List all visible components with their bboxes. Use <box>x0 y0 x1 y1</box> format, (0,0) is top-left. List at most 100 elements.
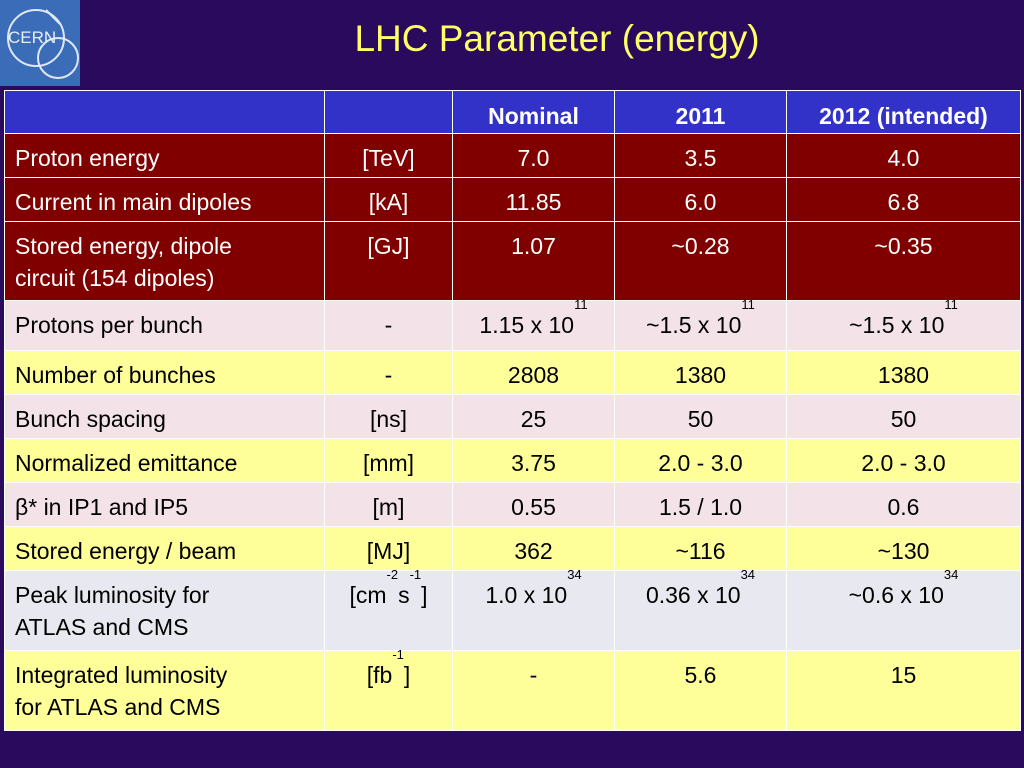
row-2012: 6.8 <box>786 177 1021 222</box>
unit-part: [cm <box>349 582 387 608</box>
row-label: β* in IP1 and IP5 <box>4 482 325 527</box>
table-row: Integrated luminosity for ATLAS and CMS [… <box>4 648 1021 731</box>
row-unit: [GJ] <box>324 221 453 301</box>
table-row: Current in main dipoles [kA] 11.85 6.0 6… <box>4 177 1021 222</box>
row-unit: [MJ] <box>324 526 453 571</box>
row-label-line1: Stored energy, dipole <box>15 233 232 259</box>
value-base: ~0.6 x 10 <box>848 582 944 608</box>
row-unit: - <box>324 350 453 395</box>
unit-part: ] <box>421 582 428 608</box>
header-cell-parameter <box>4 90 325 134</box>
row-2011: 1.5 / 1.0 <box>614 482 787 527</box>
table-header-row: Nominal 2011 2012 (intended) <box>4 90 1021 134</box>
unit-exponent: -2 <box>386 567 399 582</box>
row-unit: [ns] <box>324 394 453 439</box>
row-nominal: 362 <box>452 526 615 571</box>
value-base: 1.0 x 10 <box>485 582 568 608</box>
table-row: Stored energy, dipole circuit (154 dipole… <box>4 221 1021 301</box>
row-nominal: 0.55 <box>452 482 615 527</box>
row-label-line1: Integrated luminosity <box>15 662 228 688</box>
row-unit: [m] <box>324 482 453 527</box>
row-label: Bunch spacing <box>4 394 325 439</box>
table-row: Normalized emittance [mm] 3.75 2.0 - 3.0… <box>4 438 1021 483</box>
row-nominal: 25 <box>452 394 615 439</box>
page-title: LHC Parameter (energy) <box>354 18 760 59</box>
row-2012: 50 <box>786 394 1021 439</box>
parameter-table: Nominal 2011 2012 (intended) Proton ener… <box>4 90 1021 731</box>
row-label-line2: ATLAS and CMS <box>15 614 189 640</box>
row-2011: 3.5 <box>614 133 787 178</box>
row-nominal: 11.85 <box>452 177 615 222</box>
unit-exponent: -1 <box>392 647 404 662</box>
value-exponent: 11 <box>944 297 958 312</box>
table-row: Bunch spacing [ns] 25 50 50 <box>4 394 1021 439</box>
row-unit: [kA] <box>324 177 453 222</box>
row-unit: [TeV] <box>324 133 453 178</box>
row-label: Proton energy <box>4 133 325 178</box>
row-2011: 2.0 - 3.0 <box>614 438 787 483</box>
row-label-line1: Peak luminosity for <box>15 582 210 608</box>
table-row: Proton energy [TeV] 7.0 3.5 4.0 <box>4 133 1021 178</box>
row-label: Integrated luminosity for ATLAS and CMS <box>4 650 325 731</box>
row-unit: [fb-1] <box>324 648 453 731</box>
row-2012: 4.0 <box>786 133 1021 178</box>
row-label: Protons per bunch <box>4 300 325 351</box>
cern-logo-rings <box>7 9 79 79</box>
value-exponent: 34 <box>943 567 959 582</box>
row-nominal: 1.0 x 1034 <box>452 568 615 651</box>
value-base: ~1.5 x 10 <box>849 312 945 338</box>
logo-text: CERN <box>8 28 57 47</box>
row-2011: 1380 <box>614 350 787 395</box>
unit-part: s <box>398 582 410 608</box>
row-2011: 5.6 <box>614 650 787 731</box>
parameter-table-container: Nominal 2011 2012 (intended) Proton ener… <box>4 90 1021 742</box>
value-exponent: 11 <box>574 297 588 312</box>
row-label: Normalized emittance <box>4 438 325 483</box>
table-row: Peak luminosity for ATLAS and CMS [cm-2s-… <box>4 568 1021 651</box>
header-cell-2012: 2012 (intended) <box>786 90 1021 134</box>
row-2012: ~130 <box>786 526 1021 571</box>
table-row: Number of bunches - 2808 1380 1380 <box>4 350 1021 395</box>
value-exponent: 34 <box>740 567 756 582</box>
header-cell-nominal: Nominal <box>452 90 615 134</box>
unit-exponent: -1 <box>409 567 422 582</box>
table-row: Stored energy / beam [MJ] 362 ~116 ~130 <box>4 526 1021 571</box>
row-2011: ~116 <box>614 526 787 571</box>
value-exponent: 11 <box>741 297 755 312</box>
row-label: Stored energy, dipole circuit (154 dipole… <box>4 221 325 301</box>
row-nominal: - <box>452 650 615 731</box>
unit-part: ] <box>403 662 411 688</box>
row-label: Number of bunches <box>4 350 325 395</box>
row-2012: 0.6 <box>786 482 1021 527</box>
row-2012: ~1.5 x 1011 <box>786 298 1021 351</box>
value-base: 0.36 x 10 <box>645 582 741 608</box>
value-exponent: 34 <box>567 567 582 582</box>
cern-logo: CERN <box>0 0 80 86</box>
row-2011: 6.0 <box>614 177 787 222</box>
row-label: Current in main dipoles <box>4 177 325 222</box>
row-label: Peak luminosity for ATLAS and CMS <box>4 570 325 651</box>
row-unit: [cm-2s-1] <box>324 568 453 651</box>
row-unit: [mm] <box>324 438 453 483</box>
row-2012: ~0.35 <box>786 221 1021 301</box>
table-row: Protons per bunch - 1.15 x 1011 ~1.5 x 1… <box>4 298 1021 351</box>
row-2012: 1380 <box>786 350 1021 395</box>
row-2011: ~0.28 <box>614 221 787 301</box>
value-base: 1.15 x 10 <box>479 312 575 338</box>
unit-part: [fb <box>366 662 393 688</box>
table-row: β* in IP1 and IP5 [m] 0.55 1.5 / 1.0 0.6 <box>4 482 1021 527</box>
row-2012: ~0.6 x 1034 <box>786 568 1021 651</box>
row-nominal: 1.15 x 1011 <box>452 298 615 351</box>
row-nominal: 3.75 <box>452 438 615 483</box>
value-base: ~1.5 x 10 <box>646 312 742 338</box>
row-2012: 15 <box>786 650 1021 731</box>
row-label: Stored energy / beam <box>4 526 325 571</box>
header-cell-unit <box>324 90 453 134</box>
header-cell-2011: 2011 <box>614 90 787 134</box>
row-nominal: 7.0 <box>452 133 615 178</box>
row-label-line2: circuit (154 dipoles) <box>15 265 215 291</box>
row-2011: 50 <box>614 394 787 439</box>
row-2011: 0.36 x 1034 <box>614 568 787 651</box>
row-unit: - <box>324 300 453 351</box>
row-2012: 2.0 - 3.0 <box>786 438 1021 483</box>
